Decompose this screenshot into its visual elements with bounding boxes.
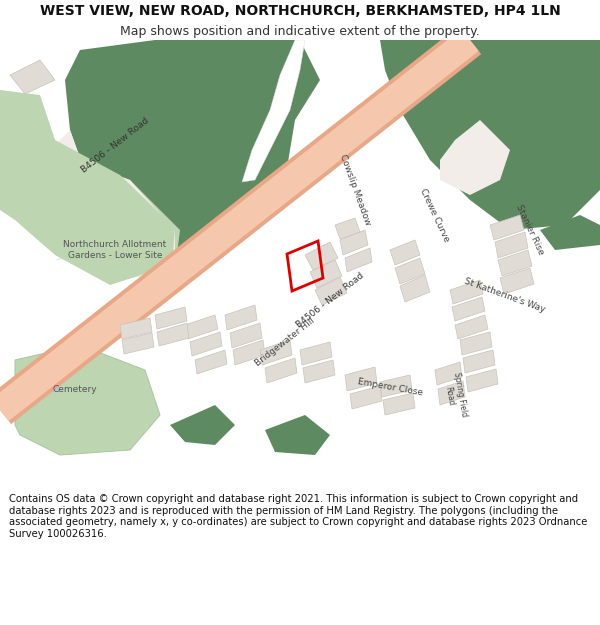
Text: B4506 - New Road: B4506 - New Road: [80, 116, 151, 174]
Text: St Katherine's Way: St Katherine's Way: [463, 276, 547, 314]
Text: Map shows position and indicative extent of the property.: Map shows position and indicative extent…: [120, 25, 480, 38]
Polygon shape: [15, 345, 160, 455]
Polygon shape: [440, 120, 510, 195]
Polygon shape: [380, 375, 412, 397]
Polygon shape: [190, 332, 222, 356]
Polygon shape: [383, 393, 415, 415]
Polygon shape: [225, 305, 257, 330]
Polygon shape: [65, 40, 320, 260]
Polygon shape: [0, 26, 481, 424]
Polygon shape: [185, 315, 218, 339]
Polygon shape: [155, 307, 187, 329]
Polygon shape: [170, 405, 235, 445]
Polygon shape: [455, 315, 488, 339]
Polygon shape: [435, 362, 462, 385]
Polygon shape: [495, 232, 528, 258]
Polygon shape: [195, 350, 227, 374]
Text: Emperor Close: Emperor Close: [357, 377, 423, 397]
Polygon shape: [0, 29, 479, 421]
Polygon shape: [60, 285, 95, 305]
Polygon shape: [438, 381, 465, 405]
Polygon shape: [345, 248, 372, 272]
Polygon shape: [0, 100, 180, 280]
Text: Cemetery: Cemetery: [53, 386, 97, 394]
Text: Crewe Curve: Crewe Curve: [419, 187, 451, 243]
Text: Northchurch Allotment
Gardens - Lower Site: Northchurch Allotment Gardens - Lower Si…: [64, 240, 167, 260]
Polygon shape: [345, 367, 377, 391]
Polygon shape: [395, 258, 425, 284]
Polygon shape: [380, 40, 600, 230]
Polygon shape: [0, 380, 60, 405]
Polygon shape: [498, 250, 532, 276]
Polygon shape: [450, 280, 483, 304]
Text: Stanier Rise: Stanier Rise: [514, 203, 545, 257]
Text: Contains OS data © Crown copyright and database right 2021. This information is : Contains OS data © Crown copyright and d…: [9, 494, 587, 539]
Polygon shape: [260, 340, 292, 365]
Polygon shape: [305, 242, 338, 270]
Polygon shape: [310, 260, 342, 288]
Text: Bridgewater Hill: Bridgewater Hill: [253, 316, 317, 368]
Polygon shape: [122, 333, 154, 354]
Polygon shape: [463, 350, 495, 373]
Polygon shape: [390, 240, 420, 265]
Polygon shape: [157, 323, 189, 346]
Polygon shape: [400, 275, 430, 302]
Polygon shape: [300, 342, 332, 365]
Polygon shape: [500, 268, 534, 294]
Polygon shape: [335, 218, 360, 239]
Polygon shape: [466, 369, 498, 392]
Polygon shape: [315, 277, 347, 305]
Polygon shape: [265, 415, 330, 455]
Polygon shape: [540, 215, 600, 250]
Polygon shape: [233, 340, 265, 365]
Polygon shape: [303, 360, 335, 383]
Text: B4506 - New Road: B4506 - New Road: [295, 271, 365, 329]
Polygon shape: [242, 40, 305, 182]
Text: Cowslip Meadow: Cowslip Meadow: [338, 153, 372, 227]
Polygon shape: [350, 386, 382, 409]
Polygon shape: [340, 230, 368, 255]
Polygon shape: [460, 332, 492, 355]
Polygon shape: [490, 215, 524, 240]
Text: Spring Field
Road: Spring Field Road: [442, 371, 469, 419]
Polygon shape: [0, 90, 175, 285]
Polygon shape: [50, 130, 175, 280]
Polygon shape: [120, 318, 152, 339]
Polygon shape: [10, 60, 55, 94]
Polygon shape: [452, 297, 485, 321]
Polygon shape: [265, 358, 297, 383]
Polygon shape: [230, 323, 262, 348]
Text: WEST VIEW, NEW ROAD, NORTHCHURCH, BERKHAMSTED, HP4 1LN: WEST VIEW, NEW ROAD, NORTHCHURCH, BERKHA…: [40, 4, 560, 18]
